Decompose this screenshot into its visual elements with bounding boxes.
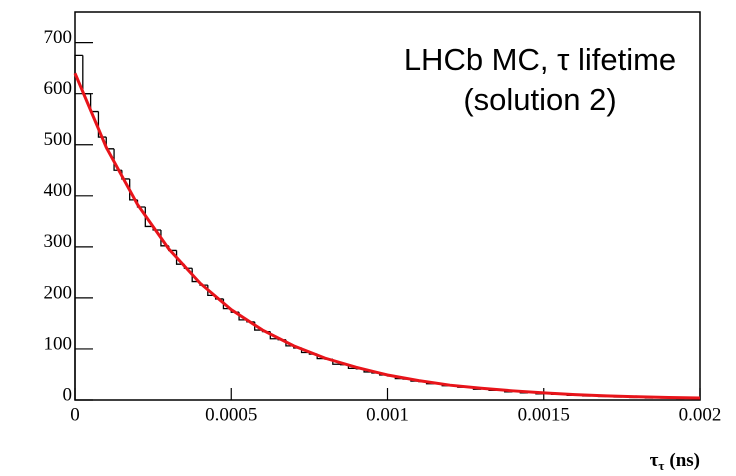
y-tick-label: 700 xyxy=(44,27,73,48)
histogram-bin xyxy=(97,111,107,138)
y-tick-label: 200 xyxy=(44,282,73,303)
x-tick-label: 0 xyxy=(70,404,80,425)
x-tick-label: 0.001 xyxy=(366,404,409,425)
x-axis-label: ττ (ns) xyxy=(650,450,700,473)
x-label-subscript: τ xyxy=(658,458,664,473)
y-tick-label: 300 xyxy=(44,231,73,252)
x-tick-label: 0.0005 xyxy=(205,404,257,425)
x-label-unit: (ns) xyxy=(669,450,700,471)
y-tick-label: 100 xyxy=(44,333,73,354)
fit-curve xyxy=(73,72,701,400)
y-tick-label: 500 xyxy=(44,129,73,150)
x-tick-label: 0.0015 xyxy=(518,404,570,425)
annotation-line: (solution 2) xyxy=(463,82,616,117)
y-tick-label: 400 xyxy=(44,180,73,201)
y-tick-label: 0 xyxy=(63,384,73,405)
histogram-bin xyxy=(89,93,99,113)
x-label-symbol: τ xyxy=(650,450,659,471)
histogram-bin xyxy=(82,55,91,95)
x-tick-label: 0.002 xyxy=(679,404,722,425)
annotation-line: LHCb MC, τ lifetime xyxy=(404,42,676,77)
y-tick-label: 600 xyxy=(44,78,73,99)
histogram-bin xyxy=(74,54,83,400)
